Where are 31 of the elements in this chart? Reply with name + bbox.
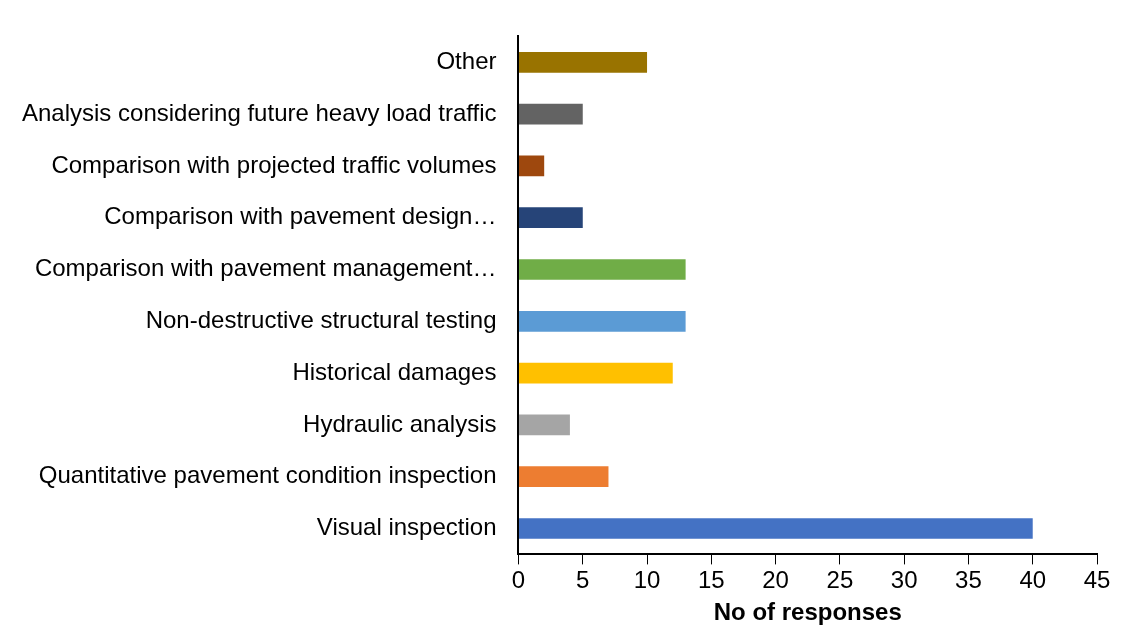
x-tick-label: 25 (826, 566, 854, 594)
y-tick-label: Hydraulic analysis (303, 409, 497, 437)
y-tick-label: Visual inspection (316, 513, 497, 541)
x-tick-label: 10 (633, 566, 661, 594)
y-tick-label: Non-destructive structural testing (145, 305, 497, 333)
y-tick-label: Quantitative pavement condition inspection (38, 461, 497, 489)
y-tick-label: Historical damages (292, 357, 497, 385)
bar (518, 466, 609, 488)
x-tick-label: 40 (1019, 566, 1047, 594)
y-tick-label: Analysis considering future heavy load traffic (22, 98, 497, 126)
y-tick-label: Other (436, 46, 497, 74)
x-tick-label: 0 (511, 566, 526, 594)
x-tick-label: 5 (576, 566, 590, 594)
bar (518, 259, 686, 280)
bar (518, 362, 673, 384)
bar (518, 103, 583, 125)
bar (518, 207, 583, 229)
x-axis-title: No of responses (713, 598, 902, 626)
x-tick-label: 30 (890, 566, 918, 594)
x-tick-label: 15 (697, 566, 725, 594)
y-tick-label: Comparison with pavement design… (104, 202, 497, 230)
bar (518, 518, 1033, 539)
x-tick-label: 45 (1083, 566, 1111, 594)
y-tick-label: Comparison with projected traffic volumes (51, 150, 497, 178)
x-tick-label: 20 (762, 566, 789, 594)
x-tick-label: 35 (955, 566, 982, 594)
bar (518, 414, 570, 436)
bar (518, 310, 686, 332)
bar (518, 155, 545, 177)
bar (518, 51, 648, 73)
y-tick-label: Comparison with pavement management… (34, 254, 497, 282)
